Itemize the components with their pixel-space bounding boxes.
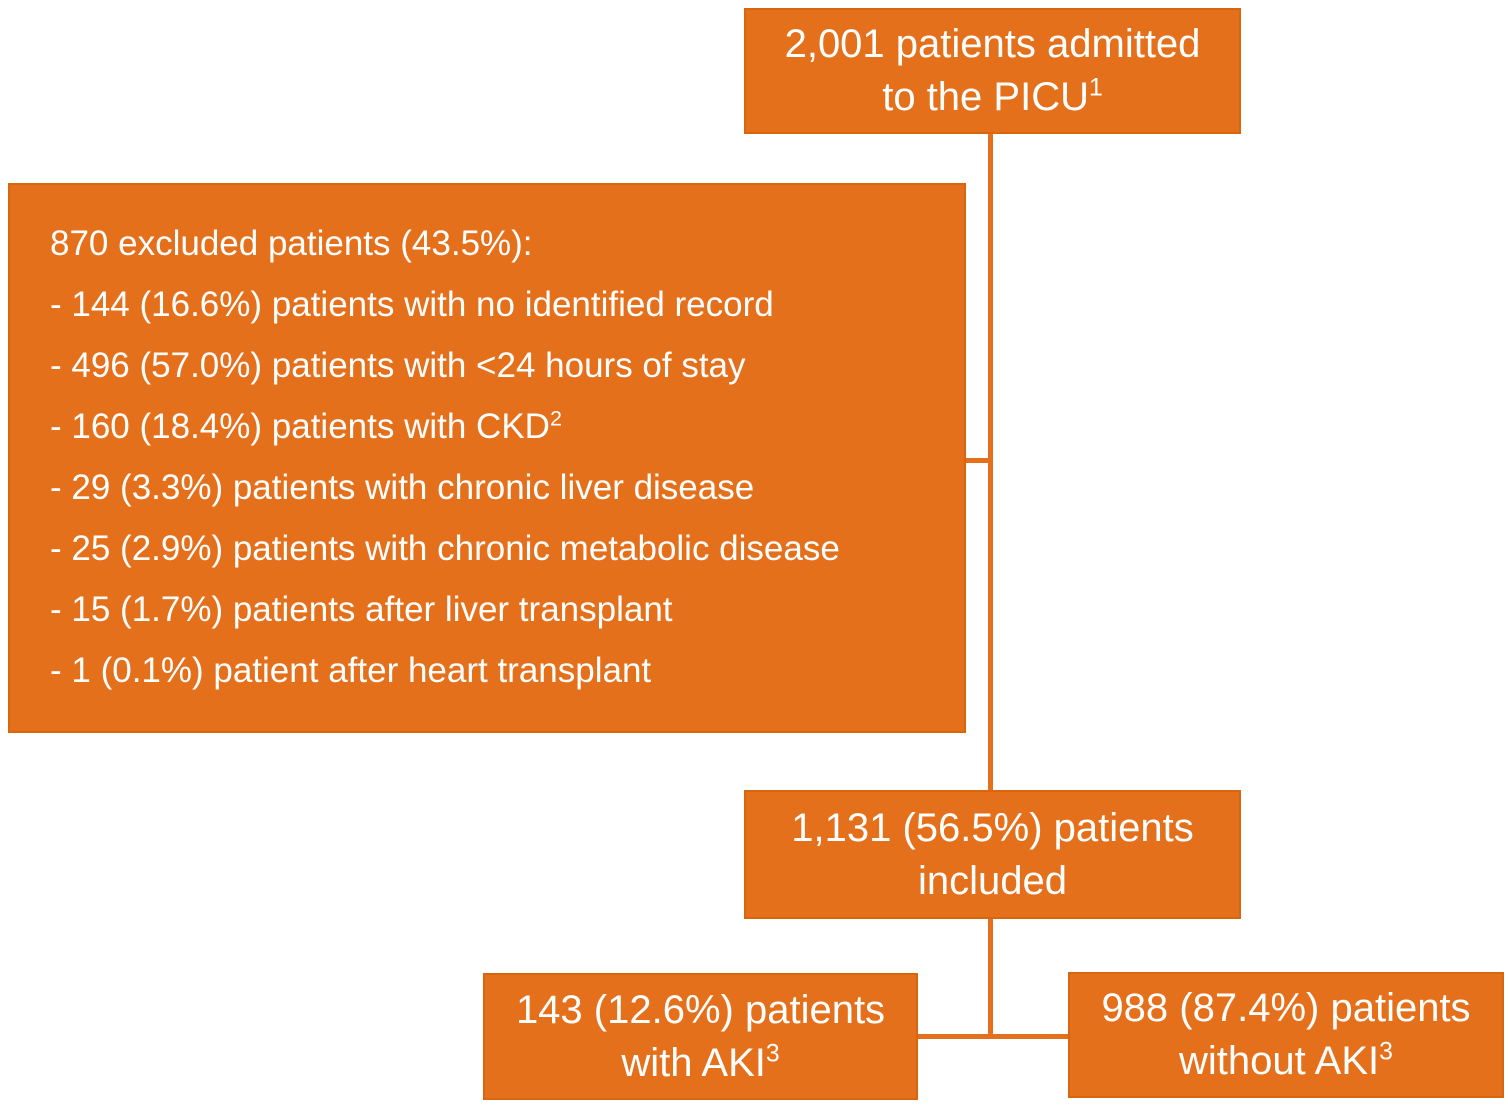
without-aki-line1: 988 (87.4%) patients bbox=[1101, 986, 1471, 1031]
connector-top-vertical bbox=[988, 130, 993, 792]
included-line1: 1,131 (56.5%) patients bbox=[791, 805, 1194, 850]
exclusion-item-heart-transplant: - 1 (0.1%) patient after heart transplan… bbox=[50, 651, 652, 690]
exclusion-item-liver-disease: - 29 (3.3%) patients with chronic liver … bbox=[50, 468, 755, 507]
exclusion-item-metabolic-disease: - 25 (2.9%) patients with chronic metabo… bbox=[50, 529, 840, 568]
superscript-3: 3 bbox=[765, 1040, 780, 1068]
aki-line2: with AKI3 bbox=[621, 1040, 780, 1085]
box-included: 1,131 (56.5%) patients included bbox=[744, 790, 1241, 919]
superscript-2: 2 bbox=[549, 405, 563, 431]
box-without-aki: 988 (87.4%) patients without AKI3 bbox=[1068, 972, 1504, 1098]
admitted-line2: to the PICU1 bbox=[882, 74, 1103, 119]
included-line2: included bbox=[917, 858, 1067, 903]
exclusion-item-no-record: - 144 (16.6%) patients with no identifie… bbox=[50, 285, 774, 324]
exclusion-item-short-stay: - 496 (57.0%) patients with <24 hours of… bbox=[50, 346, 746, 385]
aki-line1: 143 (12.6%) patients bbox=[515, 987, 886, 1032]
connector-bottom-vertical bbox=[988, 918, 993, 1039]
excluded-heading: 870 excluded patients (43.5%): bbox=[50, 224, 533, 263]
exclusion-item-liver-transplant: - 15 (1.7%) patients after liver transpl… bbox=[50, 590, 673, 629]
connector-excluded-stub bbox=[962, 458, 990, 463]
admitted-line1: 2,001 patients admitted bbox=[784, 22, 1201, 67]
box-admitted: 2,001 patients admitted to the PICU1 bbox=[744, 8, 1241, 134]
box-excluded: 870 excluded patients (43.5%): - 144 (16… bbox=[8, 183, 966, 733]
exclusion-item-ckd: - 160 (18.4%) patients with CKD2 bbox=[50, 405, 563, 446]
without-aki-line2: without AKI3 bbox=[1179, 1038, 1393, 1083]
connector-branch-horizontal bbox=[918, 1034, 1068, 1039]
superscript-3: 3 bbox=[1379, 1038, 1393, 1066]
superscript-1: 1 bbox=[1088, 74, 1103, 102]
box-with-aki: 143 (12.6%) patients with AKI3 bbox=[483, 973, 918, 1100]
